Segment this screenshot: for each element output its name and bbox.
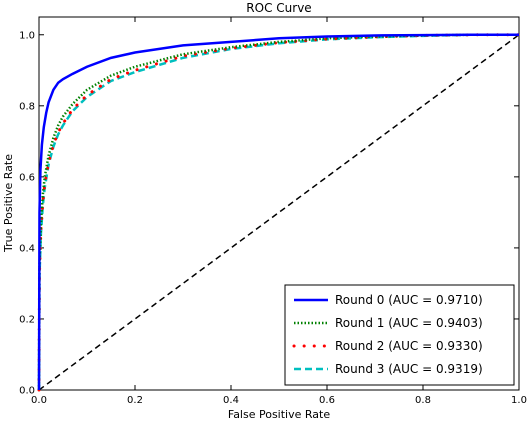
y-tick-label: 0.2 [19, 314, 35, 325]
x-tick-label: 0.8 [415, 395, 431, 406]
y-tick-label: 0.0 [19, 386, 35, 397]
y-tick-label: 0.4 [19, 243, 35, 254]
legend-box [284, 284, 515, 386]
x-tick-label: 0.0 [31, 395, 47, 406]
legend-entry-label: Round 0 (AUC = 0.9710) [335, 293, 483, 307]
y-axis: 0.0 0.2 0.4 0.6 0.8 1.0 [19, 30, 519, 397]
y-tick-label: 0.6 [19, 172, 35, 183]
series-line-round-1 [37, 33, 519, 391]
series-line-round-0 [37, 33, 519, 391]
legend-entry-label: Round 2 (AUC = 0.9330) [335, 339, 483, 353]
legend: Round 0 (AUC = 0.9710) Round 1 (AUC = 0.9… [284, 284, 515, 386]
legend-entry-label: Round 3 (AUC = 0.9319) [335, 362, 483, 376]
x-axis-label: False Positive Rate [228, 408, 330, 421]
x-tick-label: 1.0 [511, 395, 527, 406]
y-tick-label: 0.8 [19, 101, 35, 112]
y-tick-label: 1.0 [19, 30, 35, 41]
y-axis-label: True Positive Rate [2, 154, 15, 253]
x-tick-label: 0.4 [223, 395, 239, 406]
series-layer [37, 33, 521, 392]
chart-title: ROC Curve [246, 1, 311, 15]
legend-entry-label: Round 1 (AUC = 0.9403) [335, 316, 483, 330]
x-tick-label: 0.2 [127, 395, 143, 406]
x-tick-label: 0.6 [319, 395, 335, 406]
